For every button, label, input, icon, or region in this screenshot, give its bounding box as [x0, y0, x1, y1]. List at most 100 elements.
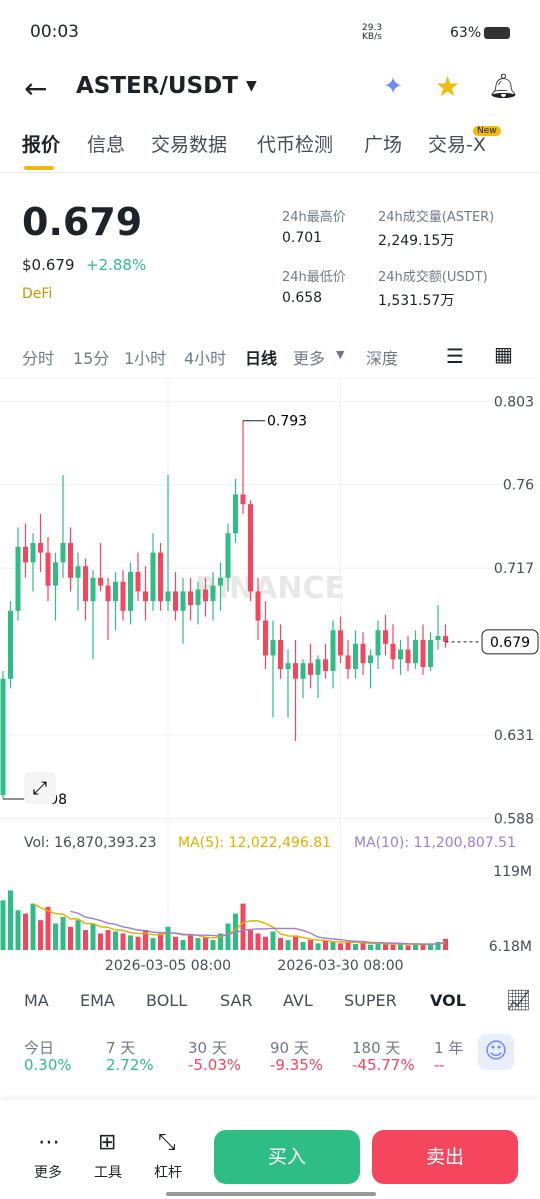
volume-bar [300, 942, 306, 950]
tab-indicator [24, 166, 54, 170]
volume-bar [218, 933, 223, 950]
interval[interactable]: 深度 [366, 349, 399, 368]
chart-settings[interactable]: ☰ [446, 344, 464, 368]
indicator[interactable]: BOLL [146, 991, 188, 1010]
candle-body [30, 542, 36, 563]
layout[interactable]: ▦ [494, 342, 513, 366]
volume-bar [38, 920, 43, 950]
nav-icon[interactable]: ⤡ [158, 1130, 176, 1155]
volume-bar [188, 935, 193, 950]
period-change: -45.77% [352, 1056, 415, 1074]
favorite[interactable]: ★ [435, 70, 461, 103]
indicator[interactable]: EMA [80, 991, 115, 1010]
sector-tag[interactable]: DeFi [22, 286, 53, 302]
interval[interactable]: 15分 [73, 349, 110, 368]
candle-body [285, 663, 291, 670]
candle-body [203, 589, 208, 602]
volume-bar [390, 944, 396, 950]
candle-body [315, 659, 321, 675]
candle-body [308, 663, 313, 675]
volume-legend: MA(10): 11,200,807.51 [354, 835, 516, 851]
indicator[interactable]: AVL [283, 991, 313, 1010]
indicator[interactable]: SUPER [344, 991, 397, 1010]
tab[interactable]: 代币检测 [257, 134, 334, 156]
stat-label: 24h成交额(USDT) [378, 270, 488, 285]
interval[interactable]: 4小时 [184, 349, 227, 368]
candle-body [173, 591, 178, 611]
candle-body [413, 639, 418, 664]
tab[interactable]: 交易数据 [151, 134, 228, 156]
nav-icon[interactable]: ⋯ [38, 1130, 60, 1155]
nav-label[interactable]: 更多 [34, 1165, 62, 1181]
sell-button[interactable]: 卖出 [372, 1130, 518, 1184]
candle-body [225, 533, 231, 578]
volume-bar [225, 923, 231, 950]
tab[interactable]: 信息 [87, 134, 126, 156]
candle-body [68, 542, 73, 578]
volume-bar [248, 930, 253, 950]
candle-body [60, 542, 66, 563]
candle-body [420, 639, 426, 668]
volume-bar [420, 944, 426, 950]
interval[interactable]: 日线 [245, 349, 278, 368]
nav-icon[interactable]: ⊞ [98, 1130, 117, 1155]
volume-bar [128, 935, 133, 950]
candle-body [113, 581, 118, 602]
alert[interactable]: 🔔︎ [488, 72, 519, 100]
volume-bar [360, 942, 366, 950]
volume-bar [173, 936, 178, 950]
candle-body [368, 655, 373, 664]
tab[interactable]: 报价 [22, 134, 61, 156]
candle-body [240, 494, 246, 505]
period: 90 天 [270, 1039, 309, 1057]
last-price-label: 0.679 [490, 635, 530, 651]
more-caret[interactable]: ▼ [336, 348, 345, 361]
candle-body [360, 643, 366, 664]
nav-label[interactable]: 杠杆 [154, 1165, 182, 1181]
candle-body [83, 566, 88, 602]
period: 今日 [24, 1039, 55, 1057]
nav-label[interactable]: 工具 [94, 1165, 122, 1181]
candle-body [248, 504, 253, 592]
period: 7 天 [106, 1039, 136, 1057]
period: 1 年 [434, 1039, 464, 1057]
period-change: -5.03% [188, 1056, 242, 1074]
ai-icon[interactable]: ✦ [383, 72, 404, 100]
indicator[interactable]: SAR [220, 991, 253, 1010]
v-tick-label: 6.18M [489, 939, 532, 955]
ai-assistant[interactable]: ☺ [478, 1034, 514, 1070]
stat-value: 0.658 [282, 290, 323, 306]
pair-dropdown[interactable]: ▼ [246, 78, 257, 94]
volume-legend: Vol: 16,870,393.23 [24, 835, 157, 851]
y-tick-label: 0.803 [494, 394, 534, 410]
y-tick-label: 0.631 [494, 728, 534, 744]
interval[interactable]: 分时 [22, 349, 55, 368]
pair[interactable]: ASTER/USDT [76, 73, 238, 99]
tab[interactable]: 广场 [364, 134, 403, 156]
indicator[interactable]: MA [24, 991, 49, 1010]
candle-body [143, 591, 148, 602]
expand-icon: ⤢ [33, 778, 48, 799]
tab[interactable]: 交易-X [428, 134, 486, 156]
indicator-settings[interactable]: 📈︎ [506, 988, 532, 1012]
candle-body [15, 546, 21, 611]
back[interactable]: ← [24, 72, 48, 105]
volume-bar [368, 944, 373, 950]
interval[interactable]: 1小时 [124, 349, 167, 368]
battery-icon [484, 27, 510, 39]
volume-bar [375, 943, 381, 950]
candle-body [443, 636, 448, 642]
y-tick-label: 0.717 [494, 561, 534, 577]
candle-body [158, 552, 163, 602]
y-tick-label: 0.588 [494, 811, 534, 827]
volume-bar [383, 944, 388, 950]
volume-bar [113, 931, 118, 950]
volume-bar [345, 941, 351, 950]
period: 30 天 [188, 1039, 227, 1057]
period-change: 0.30% [24, 1056, 72, 1074]
indicator[interactable]: VOL [430, 991, 466, 1010]
interval[interactable]: 更多 [293, 349, 326, 368]
buy-button[interactable]: 买入 [214, 1130, 360, 1184]
volume-bar [105, 930, 111, 950]
v-tick-label: 119M [493, 864, 532, 880]
